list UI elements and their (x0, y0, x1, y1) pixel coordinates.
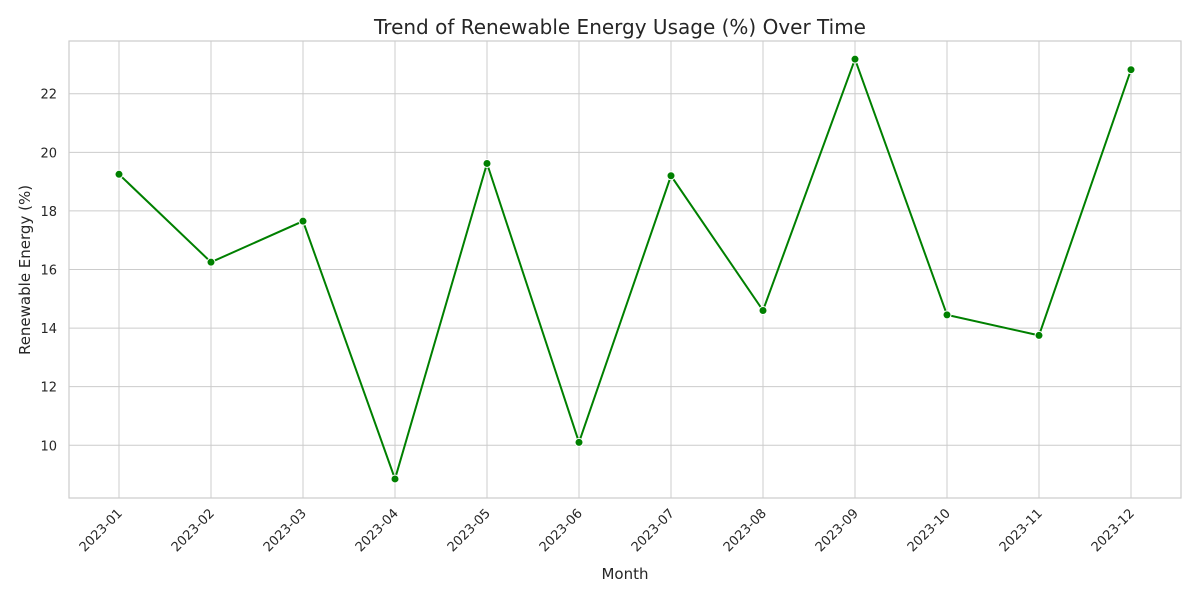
x-tick-label: 2023-10 (905, 506, 954, 555)
data-point (482, 158, 492, 168)
x-tick-labels: 2023-01 2023-02 2023-03 2023-04 2023-05 2023-… (77, 506, 1138, 555)
x-tick-label: 2023-09 (813, 506, 862, 555)
y-tick-label: 20 (40, 146, 57, 161)
x-tick-label: 2023-01 (77, 506, 126, 555)
x-tick-label: 2023-02 (169, 506, 218, 555)
x-tick-label: 2023-11 (997, 506, 1046, 555)
grid-layer (69, 41, 1181, 498)
x-tick-label: 2023-03 (261, 506, 310, 555)
y-tick-label: 22 (40, 88, 57, 103)
data-point (206, 257, 216, 267)
data-point (1126, 65, 1136, 75)
x-axis-label: Month (601, 565, 648, 583)
y-tick-label: 12 (40, 381, 57, 396)
data-point (758, 306, 768, 316)
plot-frame (68, 40, 1182, 499)
series-line (118, 56, 1132, 483)
series-layer (114, 54, 1136, 484)
data-point (390, 474, 400, 484)
x-tick-label: 2023-06 (537, 506, 586, 555)
x-tick-label: 2023-04 (353, 506, 402, 555)
data-point (1034, 330, 1044, 340)
data-point (666, 171, 676, 181)
data-point (298, 216, 308, 226)
y-tick-label: 10 (40, 439, 57, 454)
data-point (942, 310, 952, 320)
y-tick-label: 16 (40, 264, 57, 279)
x-tick-label: 2023-07 (629, 506, 678, 555)
y-tick-labels: 10 12 14 16 18 20 22 (40, 88, 57, 455)
data-point (574, 437, 584, 447)
x-tick-label: 2023-08 (721, 506, 770, 555)
y-axis-label: Renewable Energy (%) (16, 185, 34, 355)
chart-title: Trend of Renewable Energy Usage (%) Over… (373, 15, 866, 39)
data-point (850, 54, 860, 64)
data-point (114, 169, 124, 179)
y-tick-label: 18 (40, 205, 57, 220)
x-tick-label: 2023-12 (1089, 506, 1138, 555)
y-tick-label: 14 (40, 322, 57, 337)
x-tick-label: 2023-05 (445, 506, 494, 555)
